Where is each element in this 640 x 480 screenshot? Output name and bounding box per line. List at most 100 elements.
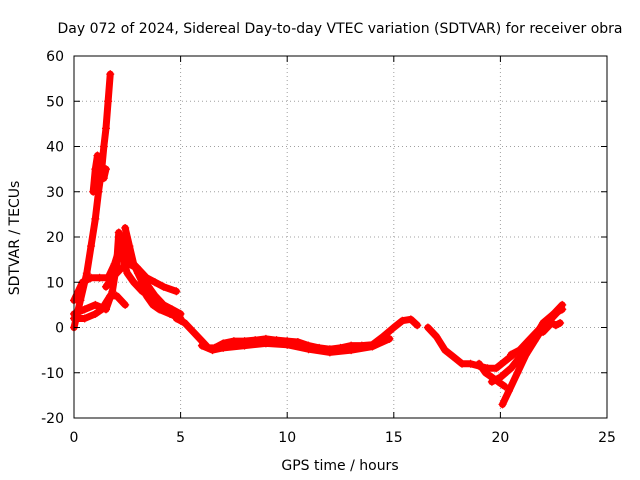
data-point (106, 70, 115, 79)
data-point (219, 343, 228, 352)
data-point (104, 97, 113, 106)
data-point (558, 305, 567, 314)
series-band-arc-5 (121, 224, 185, 322)
data-point (101, 165, 110, 174)
data-point (129, 260, 138, 269)
y-tick-label: 10 (46, 275, 64, 291)
data-point (500, 357, 509, 366)
data-point (406, 315, 415, 324)
data-point (487, 377, 496, 386)
data-point (481, 368, 490, 377)
data-point (91, 309, 100, 318)
data-point (138, 273, 147, 282)
y-tick-label: 0 (55, 321, 64, 337)
data-point (121, 223, 130, 232)
data-point (112, 260, 121, 269)
data-point (549, 309, 558, 318)
data-point (507, 350, 516, 359)
data-point (168, 305, 177, 314)
data-point (180, 318, 189, 327)
x-tick-label: 25 (598, 430, 616, 446)
data-point (432, 332, 441, 341)
data-point (389, 323, 398, 332)
data-point (172, 314, 181, 323)
data-point (539, 328, 548, 337)
data-point (108, 273, 117, 282)
data-point (159, 282, 168, 291)
data-point (142, 291, 151, 300)
data-point (80, 305, 89, 314)
series-band-arc-6 (130, 260, 185, 318)
data-point (97, 169, 106, 178)
data-point (101, 282, 110, 291)
data-point (123, 269, 132, 278)
x-tick-label: 10 (278, 430, 296, 446)
y-axis-label: SDTVAR / TECUs (7, 181, 23, 296)
data-point (556, 318, 565, 327)
data-point (398, 316, 407, 325)
series-layer (70, 70, 567, 409)
data-point (112, 291, 121, 300)
data-point (543, 323, 552, 332)
y-tick-label: -10 (41, 366, 64, 382)
data-point (176, 309, 185, 318)
data-point (95, 160, 104, 169)
y-tick-label: 40 (46, 140, 64, 156)
data-point (449, 352, 458, 361)
data-point (197, 341, 206, 350)
data-point (172, 287, 181, 296)
x-tick-label: 20 (491, 430, 509, 446)
data-point (475, 359, 484, 368)
data-point (496, 373, 505, 382)
y-tick-label: 60 (46, 49, 64, 65)
data-point (347, 346, 356, 355)
data-point (240, 341, 249, 350)
data-point (283, 340, 292, 349)
data-point (513, 368, 522, 377)
x-tick-label: 15 (385, 430, 403, 446)
data-point (151, 291, 160, 300)
data-point (148, 300, 157, 309)
data-point (80, 314, 89, 323)
data-point (87, 273, 96, 282)
data-point (261, 339, 270, 348)
y-tick-label: 30 (46, 185, 64, 201)
data-point (82, 269, 91, 278)
data-point (144, 282, 153, 291)
data-point (504, 386, 513, 395)
data-point (133, 264, 142, 273)
y-tick-label: 20 (46, 230, 64, 246)
data-point (125, 242, 134, 251)
x-axis-label: GPS time / hours (281, 458, 398, 474)
chart-title: Day 072 of 2024, Sidereal Day-to-day VTE… (57, 21, 622, 37)
data-point (413, 321, 422, 330)
data-point (95, 273, 104, 282)
data-point (423, 323, 432, 332)
data-point (97, 305, 106, 314)
data-point (129, 278, 138, 287)
data-point (515, 346, 524, 355)
data-point (458, 359, 467, 368)
data-point (368, 342, 377, 351)
data-point (208, 346, 217, 355)
data-point (325, 348, 334, 357)
y-tick-label: 50 (46, 94, 64, 110)
data-point (101, 124, 110, 133)
data-point (189, 328, 198, 337)
data-point (151, 278, 160, 287)
data-point (385, 334, 394, 343)
data-point (440, 346, 449, 355)
data-point (89, 187, 98, 196)
data-point (91, 165, 100, 174)
data-point (492, 364, 501, 373)
data-point (121, 300, 130, 309)
data-point (498, 400, 507, 409)
data-point (99, 174, 108, 183)
data-point (116, 264, 125, 273)
y-tick-label: -20 (41, 411, 64, 427)
x-tick-label: 5 (176, 430, 185, 446)
data-point (507, 364, 516, 373)
data-point (466, 359, 475, 368)
